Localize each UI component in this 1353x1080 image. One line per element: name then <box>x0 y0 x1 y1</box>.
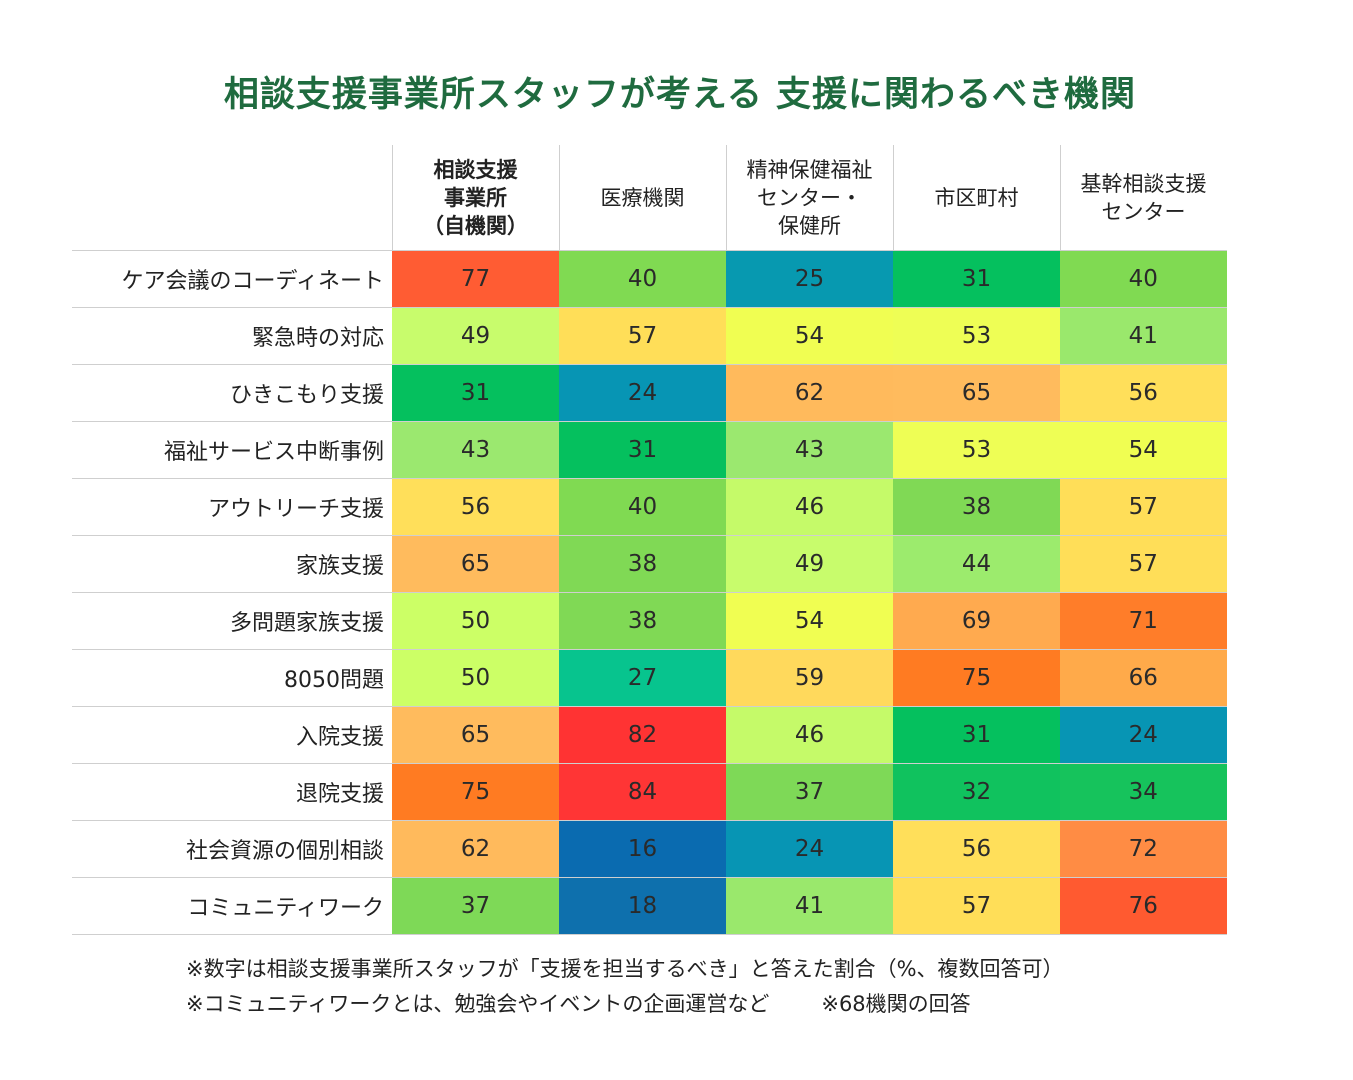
table-row: 8050問題 50 27 59 75 66 <box>72 649 1227 707</box>
heat-cell: 65 <box>392 706 559 764</box>
row-label: 福祉サービス中断事例 <box>72 421 392 479</box>
heat-cell: 46 <box>726 478 893 536</box>
chart-title: 相談支援事業所スタッフが考える 支援に関わるべき機関 <box>223 75 1137 115</box>
heat-cell: 77 <box>392 250 559 308</box>
column-header-medical: 医療機関 <box>558 145 726 251</box>
heat-cell: 38 <box>559 592 726 650</box>
heat-cell: 32 <box>893 763 1060 821</box>
heat-cell: 75 <box>893 649 1060 707</box>
heat-cell: 43 <box>726 421 893 479</box>
row-label: 緊急時の対応 <box>72 307 392 365</box>
row-label: アウトリーチ支援 <box>72 478 392 536</box>
row-label: 家族支援 <box>72 535 392 593</box>
header-row: 相談支援 事業所 （自機関） 医療機関 精神保健福祉 センター・ 保健所 市区町… <box>72 145 1227 251</box>
column-header-mental-health-center: 精神保健福祉 センター・ 保健所 <box>725 145 893 251</box>
heat-cell: 57 <box>893 877 1060 935</box>
heat-cell: 31 <box>559 421 726 479</box>
table-row: 多問題家族支援 50 38 54 69 71 <box>72 592 1227 650</box>
table-row: 福祉サービス中断事例 43 31 43 53 54 <box>72 421 1227 479</box>
heat-cell: 24 <box>726 820 893 878</box>
table-row: アウトリーチ支援 56 40 46 38 57 <box>72 478 1227 536</box>
table-row: ひきこもり支援 31 24 62 65 56 <box>72 364 1227 422</box>
footnotes: ※数字は相談支援事業所スタッフが「支援を担当するべき」と答えた割合（%、複数回答… <box>186 952 1064 1022</box>
table-row: 家族支援 65 38 49 44 57 <box>72 535 1227 593</box>
row-label: 退院支援 <box>72 763 392 821</box>
footnote-row-2: ※コミュニティワークとは、勉強会やイベントの企画運営など ※68機関の回答 <box>186 987 1064 1022</box>
footnote-community-work: ※コミュニティワークとは、勉強会やイベントの企画運営など <box>186 992 770 1016</box>
heat-cell: 24 <box>1060 706 1227 764</box>
heat-cell: 54 <box>726 307 893 365</box>
heat-cell: 76 <box>1060 877 1227 935</box>
table-row: 社会資源の個別相談 62 16 24 56 72 <box>72 820 1227 878</box>
column-header-core-support-center: 基幹相談支援 センター <box>1059 145 1227 251</box>
row-label: 社会資源の個別相談 <box>72 820 392 878</box>
column-header-municipality: 市区町村 <box>892 145 1060 251</box>
heat-cell: 18 <box>559 877 726 935</box>
heat-cell: 65 <box>893 364 1060 422</box>
heat-cell: 50 <box>392 592 559 650</box>
footnote-definition: ※数字は相談支援事業所スタッフが「支援を担当するべき」と答えた割合（%、複数回答… <box>186 957 1064 981</box>
heat-cell: 50 <box>392 649 559 707</box>
corner-cell <box>72 145 392 251</box>
heat-cell: 75 <box>392 763 559 821</box>
heat-cell: 38 <box>559 535 726 593</box>
column-header-self: 相談支援 事業所 （自機関） <box>391 145 559 251</box>
row-label: 入院支援 <box>72 706 392 764</box>
heat-cell: 62 <box>392 820 559 878</box>
heat-cell: 25 <box>726 250 893 308</box>
heat-cell: 46 <box>726 706 893 764</box>
footnote-respondents: ※68機関の回答 <box>821 992 971 1016</box>
heat-cell: 56 <box>1060 364 1227 422</box>
heatmap-table: 相談支援 事業所 （自機関） 医療機関 精神保健福祉 センター・ 保健所 市区町… <box>72 145 1227 935</box>
heat-cell: 56 <box>893 820 1060 878</box>
row-label: ひきこもり支援 <box>72 364 392 422</box>
heat-cell: 38 <box>893 478 1060 536</box>
row-label: ケア会議のコーディネート <box>72 250 392 308</box>
heat-cell: 24 <box>559 364 726 422</box>
heat-cell: 59 <box>726 649 893 707</box>
heat-cell: 43 <box>392 421 559 479</box>
heat-cell: 57 <box>1060 535 1227 593</box>
heat-cell: 40 <box>1060 250 1227 308</box>
heat-cell: 49 <box>392 307 559 365</box>
heatmap-body: ケア会議のコーディネート 77 40 25 31 40 緊急時の対応 49 57 54 53 41 ひき… <box>72 250 1227 935</box>
heat-cell: 57 <box>559 307 726 365</box>
row-label: コミュニティワーク <box>72 877 392 935</box>
heat-cell: 49 <box>726 535 893 593</box>
heat-cell: 69 <box>893 592 1060 650</box>
row-label: 8050問題 <box>72 649 392 707</box>
heat-cell: 65 <box>392 535 559 593</box>
heat-cell: 53 <box>893 421 1060 479</box>
heat-cell: 16 <box>559 820 726 878</box>
heat-cell: 37 <box>726 763 893 821</box>
table-row: 入院支援 65 82 46 31 24 <box>72 706 1227 764</box>
heat-cell: 57 <box>1060 478 1227 536</box>
heat-cell: 72 <box>1060 820 1227 878</box>
heat-cell: 54 <box>726 592 893 650</box>
table-row: 緊急時の対応 49 57 54 53 41 <box>72 307 1227 365</box>
heat-cell: 31 <box>392 364 559 422</box>
heat-cell: 44 <box>893 535 1060 593</box>
table-row: コミュニティワーク 37 18 41 57 76 <box>72 877 1227 935</box>
heat-cell: 31 <box>893 250 1060 308</box>
heat-cell: 56 <box>392 478 559 536</box>
heat-cell: 34 <box>1060 763 1227 821</box>
heat-cell: 40 <box>559 478 726 536</box>
heat-cell: 27 <box>559 649 726 707</box>
heat-cell: 66 <box>1060 649 1227 707</box>
heat-cell: 62 <box>726 364 893 422</box>
table-row: 退院支援 75 84 37 32 34 <box>72 763 1227 821</box>
heat-cell: 41 <box>726 877 893 935</box>
heat-cell: 84 <box>559 763 726 821</box>
heat-cell: 31 <box>893 706 1060 764</box>
heat-cell: 54 <box>1060 421 1227 479</box>
row-label: 多問題家族支援 <box>72 592 392 650</box>
heat-cell: 71 <box>1060 592 1227 650</box>
heat-cell: 40 <box>559 250 726 308</box>
heat-cell: 82 <box>559 706 726 764</box>
heat-cell: 41 <box>1060 307 1227 365</box>
table-row: ケア会議のコーディネート 77 40 25 31 40 <box>72 250 1227 308</box>
heat-cell: 53 <box>893 307 1060 365</box>
heat-cell: 37 <box>392 877 559 935</box>
